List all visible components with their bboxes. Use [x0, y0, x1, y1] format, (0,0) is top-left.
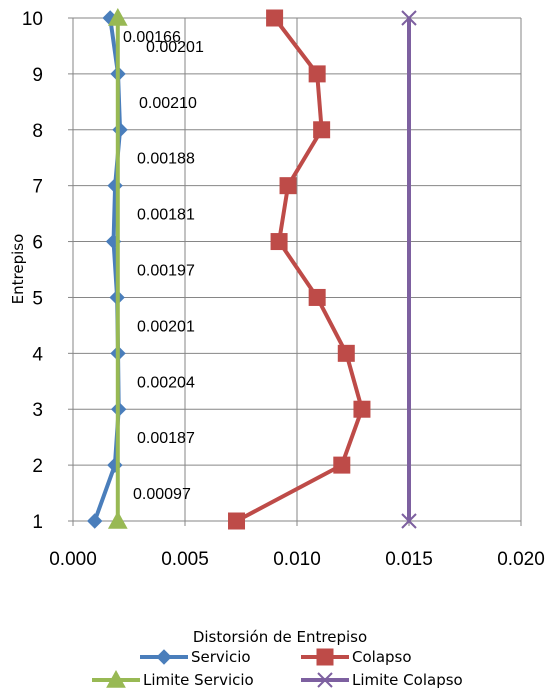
- y-tick-label: 10: [22, 9, 43, 30]
- x-tick-label: 0.000: [49, 549, 97, 570]
- legend-marker-servicio: [156, 649, 172, 665]
- servicio-point: [87, 513, 103, 529]
- data-label: 0.00188: [137, 151, 195, 168]
- legend-marker-limite-colapso: [317, 672, 333, 688]
- y-tick-label: 4: [32, 344, 43, 365]
- x-tick-label: 0.010: [273, 549, 321, 570]
- colapso-point: [308, 65, 326, 83]
- data-label: 0.00166: [123, 29, 181, 46]
- data-label: 0.00201: [146, 39, 204, 56]
- legend-label-limite-colapso: Limite Colapso: [352, 671, 463, 689]
- x-axis-title: Distorsión de Entrepiso: [193, 628, 367, 646]
- data-label: 0.00187: [137, 430, 195, 447]
- y-tick-label: 8: [32, 121, 43, 142]
- y-axis-title: Entrepiso: [9, 234, 27, 305]
- x-tick-label: 0.020: [497, 549, 545, 570]
- y-tick-label: 1: [32, 512, 43, 533]
- colapso-point: [228, 512, 246, 530]
- y-tick-label: 2: [32, 456, 43, 477]
- colapso-point: [337, 344, 355, 362]
- limite-servicio-point: [107, 510, 128, 529]
- x-tick-label: 0.005: [161, 549, 209, 570]
- colapso-point: [266, 9, 284, 27]
- colapso-line: [235, 16, 364, 523]
- colapso-point: [333, 456, 351, 474]
- legend-label-colapso: Colapso: [352, 648, 412, 666]
- colapso-point: [308, 288, 326, 306]
- data-label: 0.00097: [133, 486, 191, 503]
- data-label: 0.00197: [137, 263, 195, 280]
- limite-colapso-point: [401, 513, 417, 529]
- x-tick-label: 0.015: [385, 549, 433, 570]
- y-tick-label: 3: [32, 400, 43, 421]
- data-label: 0.00181: [137, 207, 195, 224]
- y-tick-label: 9: [32, 65, 43, 86]
- limite-servicio-point: [107, 7, 128, 26]
- y-tick-label: 6: [32, 233, 43, 254]
- colapso-point: [270, 233, 288, 251]
- data-label: 0.00204: [137, 374, 195, 391]
- colapso-point: [353, 400, 371, 418]
- legend-marker-colapso: [316, 648, 334, 666]
- legend-marker-limite-servicio: [106, 669, 126, 688]
- limite-colapso-point: [401, 10, 417, 26]
- legend-label-servicio: Servicio: [191, 648, 251, 666]
- y-tick-label: 5: [32, 288, 43, 309]
- colapso-point: [279, 177, 297, 195]
- legend-label-limite-servicio: Limite Servicio: [143, 671, 254, 689]
- colapso-point: [313, 121, 331, 139]
- data-label: 0.00201: [137, 318, 195, 335]
- y-tick-label: 7: [32, 177, 43, 198]
- data-label: 0.00210: [139, 95, 197, 112]
